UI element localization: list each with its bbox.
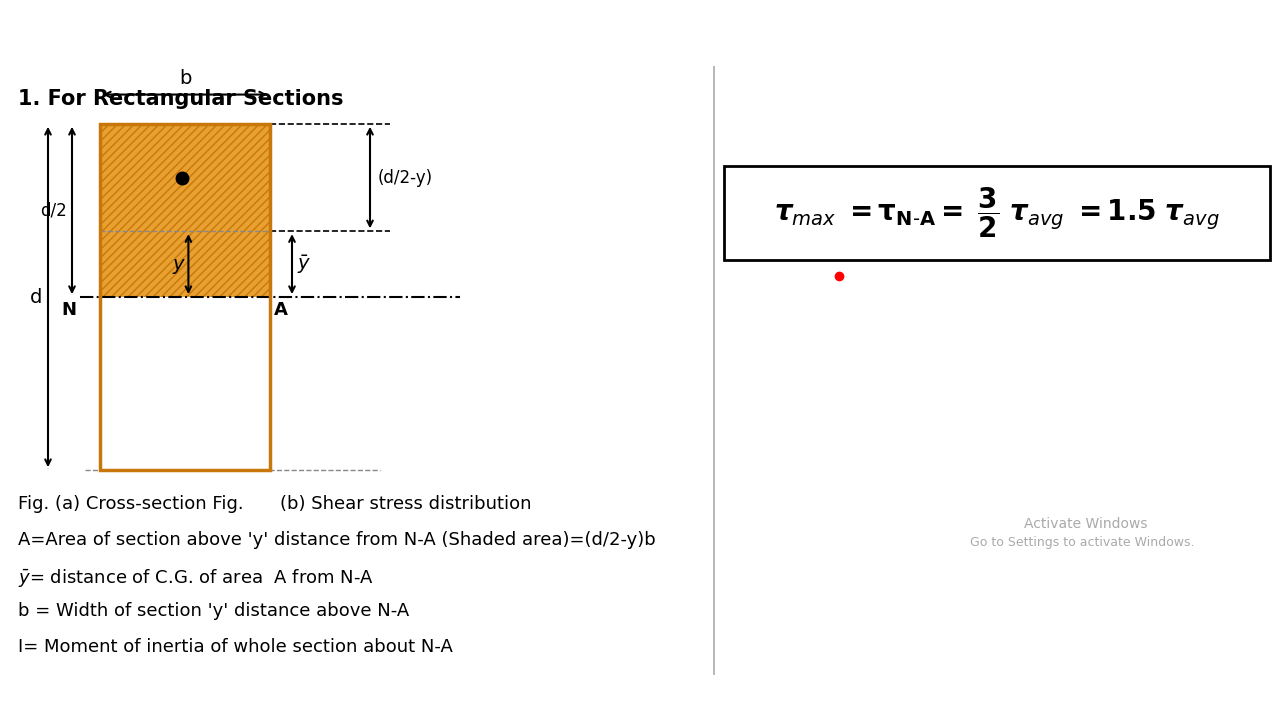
Text: (b) Shear stress distribution: (b) Shear stress distribution <box>280 495 531 513</box>
Bar <box>100 124 270 470</box>
Text: d/2: d/2 <box>40 202 67 220</box>
Text: PROF. M. B. AWATE: PROF. M. B. AWATE <box>536 688 744 707</box>
Text: d: d <box>29 287 42 307</box>
Text: $\boldsymbol{\tau}_{max}$ $\mathbf{= \tau_{N\text{-}A} =}$ $\dfrac{\mathbf{3}}{\: $\boldsymbol{\tau}_{max}$ $\mathbf{= \ta… <box>774 186 1220 240</box>
Text: Fig. (a) Cross-section Fig.: Fig. (a) Cross-section Fig. <box>18 495 243 513</box>
Text: (d/2-y): (d/2-y) <box>378 168 433 186</box>
Text: b: b <box>179 69 191 89</box>
Text: A=Area of section above 'y' distance from N-A (Shaded area)=(d/2-y)b: A=Area of section above 'y' distance fro… <box>18 531 655 549</box>
Bar <box>724 166 1270 261</box>
Text: y: y <box>173 255 184 274</box>
Text: Go to Settings to activate Windows.: Go to Settings to activate Windows. <box>970 536 1194 549</box>
Text: Activate Windows: Activate Windows <box>1024 517 1148 531</box>
Text: N: N <box>61 301 76 319</box>
Bar <box>100 124 270 297</box>
Text: b = Width of section 'y' distance above N-A: b = Width of section 'y' distance above … <box>18 602 410 620</box>
Text: A: A <box>274 301 288 319</box>
Text: $\bar{y}$: $\bar{y}$ <box>297 253 311 276</box>
Text: $\bar{y}$= distance of C.G. of area  A from N-A: $\bar{y}$= distance of C.G. of area A fr… <box>18 567 374 588</box>
Text: I= Moment of inertia of whole section about N-A: I= Moment of inertia of whole section ab… <box>18 638 453 656</box>
Text: 1. For Rectangular Sections: 1. For Rectangular Sections <box>18 89 343 109</box>
Text: Distribution of Shear Stress for different cross sections: Distribution of Shear Stress for differe… <box>52 15 1228 51</box>
